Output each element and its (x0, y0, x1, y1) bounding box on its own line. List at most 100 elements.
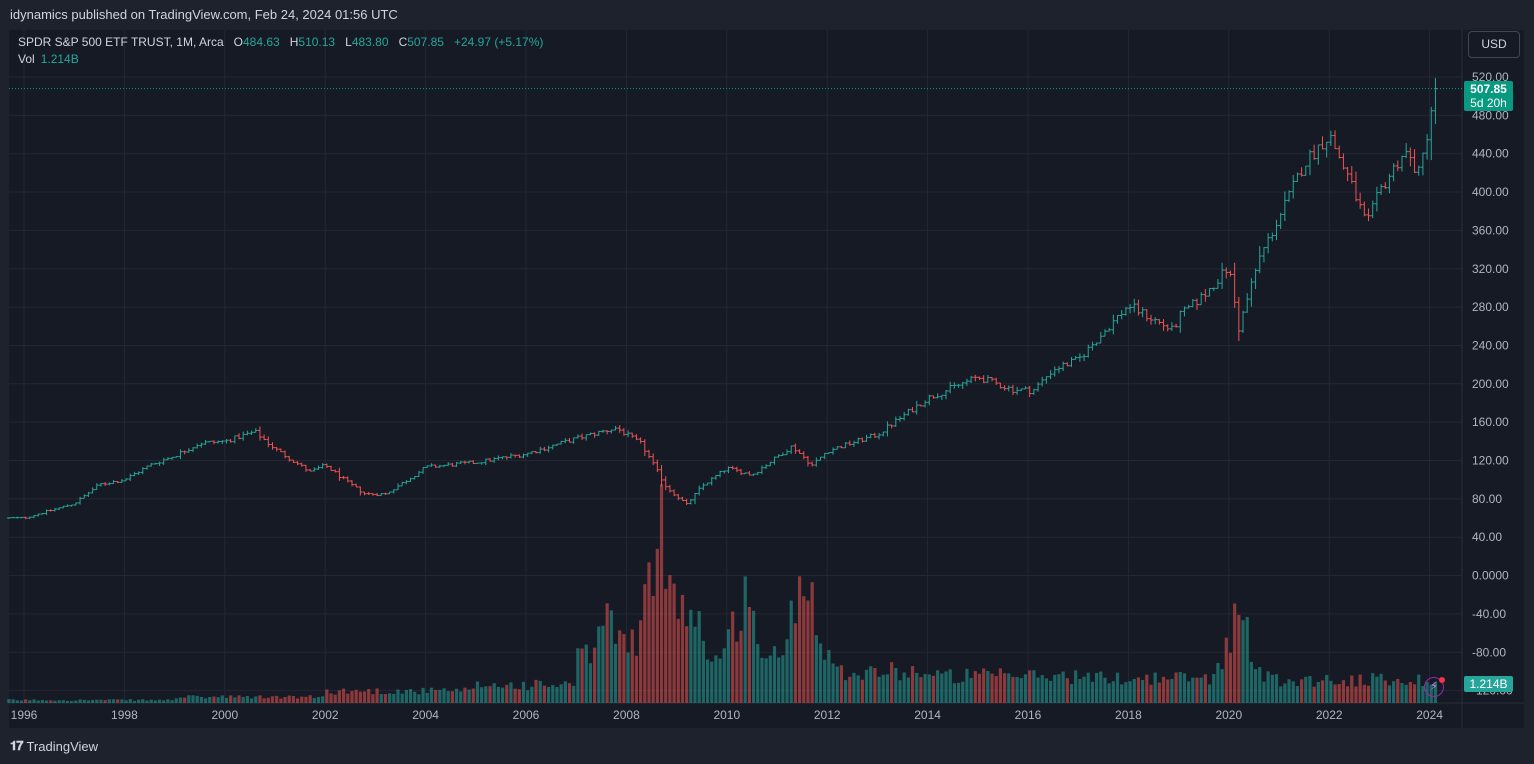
volume-bar (354, 689, 358, 703)
volume-bar (810, 582, 814, 703)
high-value: 510.13 (298, 35, 336, 49)
volume-bar (157, 699, 162, 703)
volume-bar (555, 687, 559, 703)
volume-bar (316, 697, 321, 703)
volume-bar (1333, 684, 1337, 703)
notification-dot (1439, 677, 1445, 683)
volume-bar (11, 699, 15, 703)
volume-bar (1387, 685, 1392, 703)
volume-bar (367, 689, 371, 703)
volume-bar (1341, 680, 1346, 703)
volume-bar (1099, 671, 1103, 703)
volume-bar (203, 698, 208, 703)
x-tick-label: 2012 (814, 708, 841, 722)
currency-button[interactable]: USD (1468, 31, 1520, 58)
volume-bar (429, 687, 434, 703)
volume-bar (626, 652, 630, 703)
ohlc-legend-row: SPDR S&P 500 ETF TRUST, 1M, Arca O484.63… (18, 35, 543, 49)
x-tick-label: 2000 (211, 708, 238, 722)
y-tick-label: 520.00 (1472, 70, 1509, 84)
volume-bar (1120, 684, 1124, 703)
volume-bar (1061, 671, 1065, 703)
x-tick-label: 2006 (513, 708, 540, 722)
volume-bar (1011, 676, 1015, 703)
volume-bar (827, 650, 831, 703)
y-tick-label: 80.00 (1472, 492, 1502, 506)
volume-bar (923, 674, 927, 703)
volume-bar (1249, 661, 1253, 703)
bar-countdown: 5d 20h (1470, 96, 1507, 110)
volume-bar (1358, 674, 1362, 703)
volume-bar (731, 611, 735, 703)
volume-bar (1212, 673, 1216, 703)
volume-bar (1053, 674, 1057, 703)
volume-bar (1383, 680, 1387, 703)
volume-bar (120, 699, 124, 703)
volume-bar (860, 679, 864, 703)
volume-bar (664, 588, 668, 703)
volume-bar (672, 583, 676, 703)
x-tick-label: 2018 (1115, 708, 1142, 722)
volume-bar (224, 697, 229, 703)
volume-bar (1337, 684, 1341, 703)
y-tick-label: 200.00 (1472, 377, 1509, 391)
volume-bar (948, 669, 952, 703)
volume-bar (647, 562, 651, 703)
volume-value: 1.214B (40, 52, 79, 66)
volume-bar (806, 600, 810, 703)
volume-bar (1195, 677, 1199, 703)
volume-bar (434, 689, 438, 703)
tradingview-logo[interactable]: 𝟏𝟕 TradingView (10, 738, 98, 754)
volume-bar (95, 699, 99, 703)
x-tick-label: 2008 (613, 708, 640, 722)
volume-bar (116, 699, 120, 703)
volume-bar (132, 700, 137, 703)
volume-bar (450, 691, 454, 703)
volume-bar (710, 661, 714, 703)
volume-bar (844, 680, 848, 703)
y-tick-label: -80.00 (1472, 645, 1506, 659)
volume-bar (1141, 680, 1145, 703)
volume-bar (404, 689, 408, 703)
volume-bar (1040, 675, 1044, 703)
volume-bar (1170, 678, 1174, 703)
volume-bar (919, 677, 923, 703)
x-tick-label: 2016 (1015, 708, 1042, 722)
volume-bar (342, 688, 346, 703)
volume-bar (279, 698, 283, 703)
volume-bar (542, 685, 547, 703)
volume-bar (1191, 677, 1195, 703)
volume-bar (379, 693, 383, 703)
volume-bar (1270, 674, 1274, 703)
volume-bar (249, 698, 254, 703)
volume-bar (655, 548, 659, 703)
volume-bar (337, 690, 342, 703)
volume-bar (128, 699, 132, 703)
volume-bar (91, 699, 95, 703)
volume-bar (270, 696, 275, 703)
volume-bar (275, 695, 279, 703)
volume-bar (593, 647, 597, 703)
volume-bar (1379, 673, 1383, 703)
chart-pane[interactable] (9, 30, 1524, 728)
volume-bar (797, 576, 802, 703)
volume-bar (1404, 684, 1408, 703)
volume-bar (994, 675, 998, 703)
volume-bar (1329, 680, 1333, 703)
volume-bar (714, 655, 718, 703)
lightning-icon[interactable]: ⚡ (1424, 677, 1444, 697)
volume-bar (350, 691, 354, 703)
volume-bar (49, 700, 53, 703)
volume-bar (1362, 684, 1366, 703)
volume-bar (1128, 681, 1132, 703)
volume-bar (262, 698, 266, 703)
volume-bar (82, 699, 86, 703)
y-tick-label: 320.00 (1472, 262, 1509, 276)
brand-name: TradingView (26, 738, 99, 754)
volume-bar (898, 680, 902, 703)
volume-bar (166, 699, 170, 703)
volume-bar (1233, 603, 1237, 703)
volume-bar (1375, 676, 1379, 703)
volume-bar (1207, 684, 1212, 703)
